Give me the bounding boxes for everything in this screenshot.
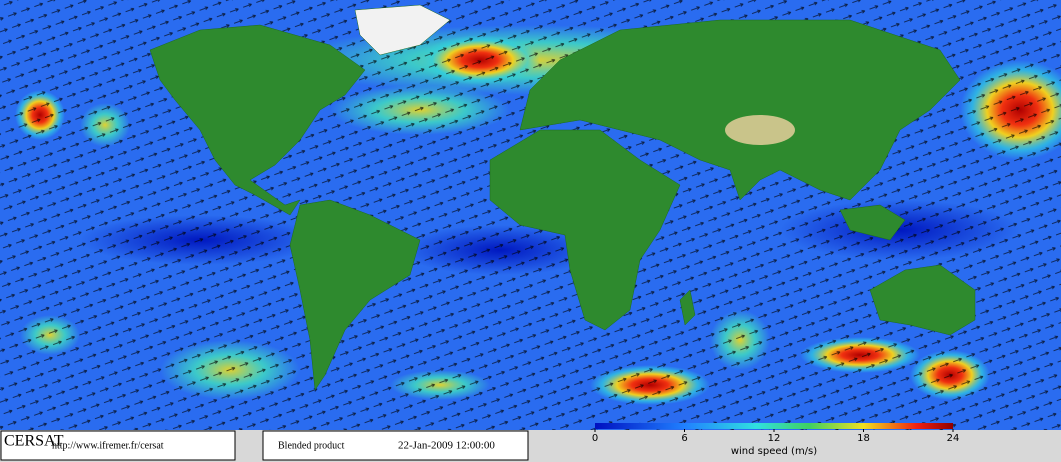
colorbar-tick-label: 18 [857, 433, 870, 444]
land [149, 4, 976, 391]
date: 22-Jan-2009 12:00:00 [398, 440, 495, 452]
colorbar [595, 423, 953, 429]
logo: CERSAT [4, 433, 64, 450]
colorbar-tick-label: 6 [681, 433, 687, 444]
colorbar-label: wind speed (m/s) [731, 446, 817, 457]
logo-box [0, 430, 236, 461]
colorbar-tick-label: 24 [947, 433, 960, 444]
colorbar-tick-label: 0 [592, 433, 598, 444]
colorbar-tick-label: 12 [768, 433, 781, 444]
product: Blended product [278, 440, 345, 451]
url: http://www.ifremer.fr/cersat [52, 440, 164, 451]
product-box [262, 430, 529, 461]
